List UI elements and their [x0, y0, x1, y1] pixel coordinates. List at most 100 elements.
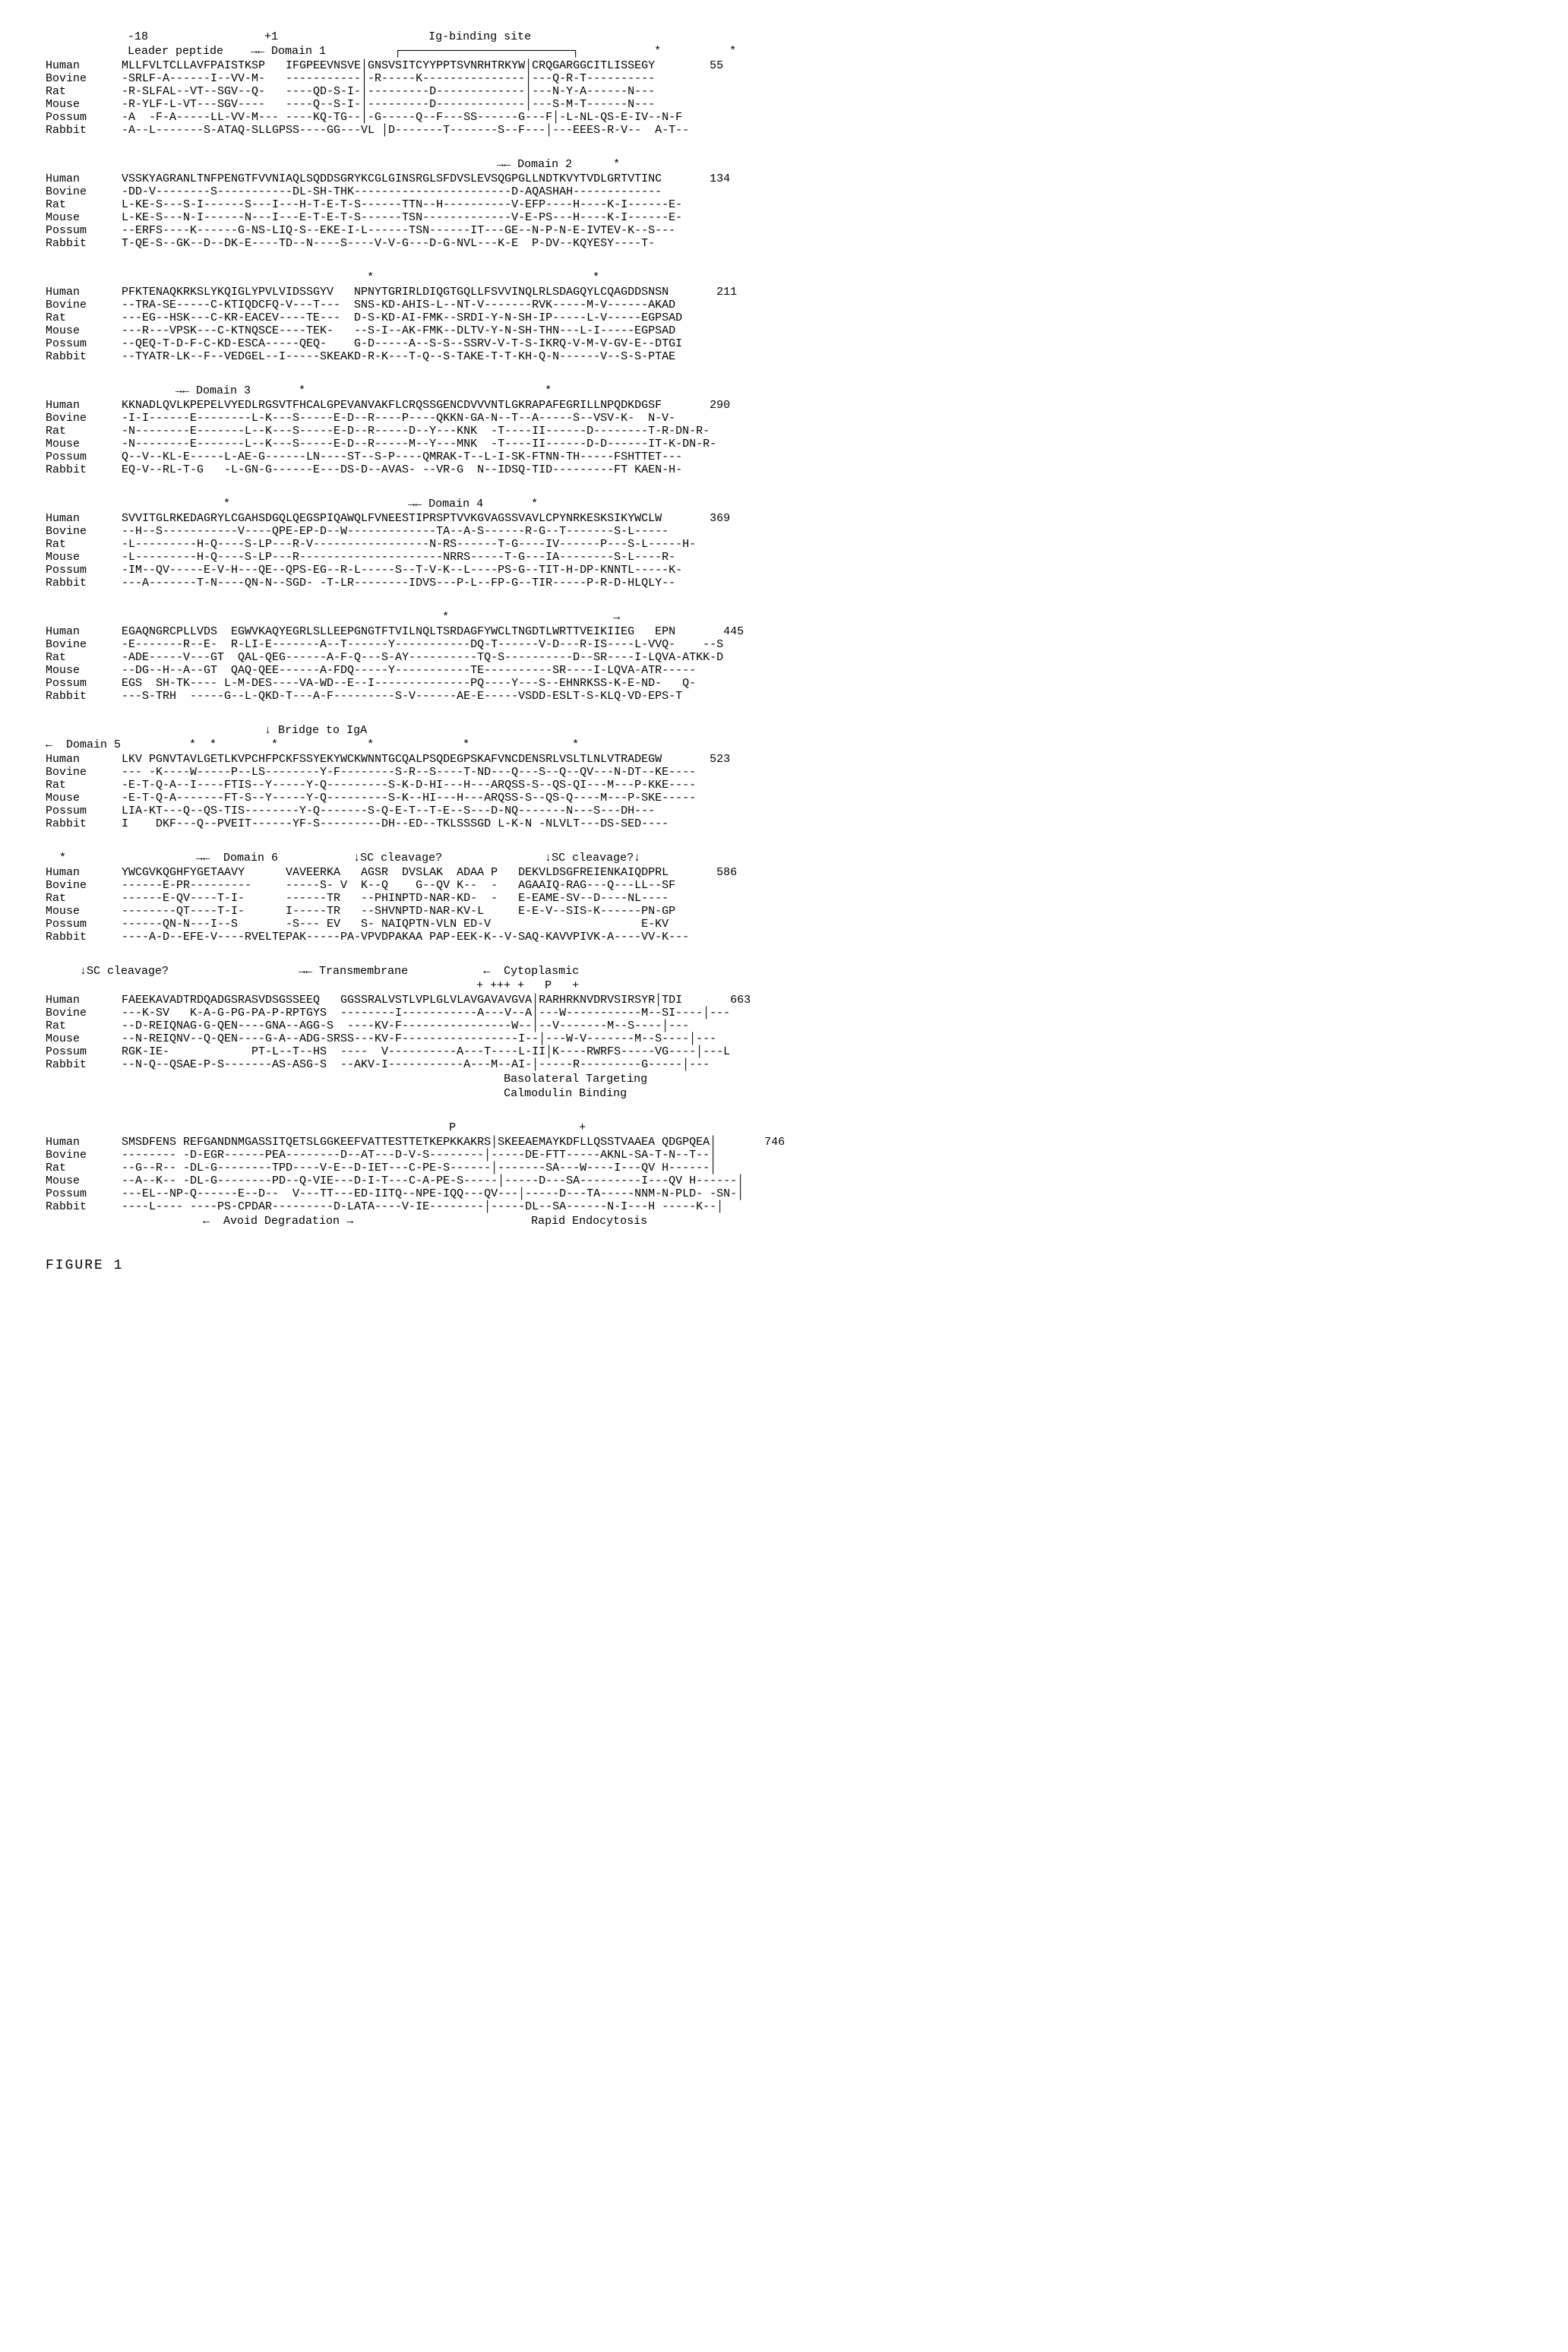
sequence: ----A-D--EFE-V----RVELTEPAK-----PA-VPVDP… — [122, 931, 689, 944]
alignment-block: * →← Domain 4 *HumanSVVITGLRKEDAGRYLCGAH… — [46, 498, 1522, 590]
alignment-row: Bovine-I-I------E--------L-K---S-----E-D… — [46, 412, 1522, 425]
species-label: Possum — [46, 337, 122, 350]
species-label: Rabbit — [46, 1200, 122, 1213]
species-label: Rabbit — [46, 463, 122, 476]
alignment-row: Possum---EL--NP-Q------E--D-- V---TT---E… — [46, 1187, 1522, 1200]
alignment-row: Possum------QN-N---I--S -S--- EV S- NAIQ… — [46, 918, 1522, 931]
sequence: -I-I------E--------L-K---S-----E-D--R---… — [122, 412, 675, 425]
block-header-line: + +++ + P + — [46, 979, 1522, 992]
block-header-line: ↓ Bridge to IgA — [46, 724, 1522, 737]
alignment-row: Bovine-------- -D-EGR------PEA--------D-… — [46, 1149, 1522, 1162]
alignment-row: HumanEGAQNGRCPLLVDS EGWVKAQYEGRLSLLEEPGN… — [46, 625, 1522, 638]
species-label: Bovine — [46, 766, 122, 779]
species-label: Mouse — [46, 1174, 122, 1187]
species-label: Mouse — [46, 1032, 122, 1045]
species-label: Rabbit — [46, 1058, 122, 1071]
block-header-line: Leader peptide →← Domain 1 ┌────────────… — [46, 45, 1522, 58]
alignment-row: Rat---EG--HSK---C-KR-EACEV----TE--- D-S-… — [46, 311, 1522, 324]
species-label: Human — [46, 994, 122, 1007]
alignment-row: Mouse--A--K-- -DL-G--------PD--Q-VIE---D… — [46, 1174, 1522, 1187]
sequence: --G--R-- -DL-G--------TPD----V-E--D-IET-… — [122, 1162, 716, 1174]
species-label: Rat — [46, 425, 122, 438]
sequence: SVVITGLRKEDAGRYLCGAHSDGQLQEGSPIQAWQLFVNE… — [122, 512, 662, 525]
alignment-row: Mouse-L---------H-Q----S-LP---R---------… — [46, 551, 1522, 564]
sequence: --DG--H--A--GT QAQ-QEE------A-FDQ-----Y-… — [122, 664, 696, 677]
block-header-line: * →← Domain 6 ↓SC cleavage? ↓SC cleavage… — [46, 852, 1522, 865]
species-label: Possum — [46, 224, 122, 237]
alignment-row: Rabbit---A-------T-N----QN-N--SGD- -T-LR… — [46, 577, 1522, 590]
species-label: Rat — [46, 311, 122, 324]
species-label: Bovine — [46, 638, 122, 651]
sequence: ----L---- ----PS-CPDAR---------D-LATA---… — [122, 1200, 723, 1213]
alignment-row: HumanMLLFVLTCLLAVFPAISTKSP IFGPEEVNSVE│G… — [46, 59, 1522, 72]
alignment-row: Rabbit--TYATR-LK--F--VEDGEL--I-----SKEAK… — [46, 350, 1522, 363]
species-label: Human — [46, 399, 122, 412]
alignment-row: Mouse-E-T-Q-A-------FT-S--Y-----Y-Q-----… — [46, 792, 1522, 805]
species-label: Rat — [46, 779, 122, 792]
sequence: -N--------E-------L--K---S-----E-D--R---… — [122, 438, 716, 450]
alignment-row: Rat-N--------E-------L--K---S-----E-D--R… — [46, 425, 1522, 438]
sequence: KKNADLQVLKPEPELVYEDLRGSVTFHCALGPEVANVAKF… — [122, 399, 662, 412]
sequence: ---R---VPSK---C-KTNQSCE----TEK- --S-I--A… — [122, 324, 675, 337]
sequence: PFKTENAQKRKSLYKQIGLYPVLVIDSSGYV NPNYTGRI… — [122, 286, 669, 299]
sequence: VSSKYAGRANLTNFPENGTFVVNIAQLSQDDSGRYKCGLG… — [122, 172, 662, 185]
alignment-block: ↓SC cleavage? →← Transmembrane ← Cytopla… — [46, 965, 1522, 1100]
alignment-row: HumanVSSKYAGRANLTNFPENGTFVVNIAQLSQDDSGRY… — [46, 172, 1522, 185]
alignment-block: →← Domain 3 * *HumanKKNADLQVLKPEPELVYEDL… — [46, 384, 1522, 476]
species-label: Bovine — [46, 879, 122, 892]
alignment-row: Bovine--- -K----W-----P--LS--------Y-F--… — [46, 766, 1522, 779]
alignment-row: HumanPFKTENAQKRKSLYKQIGLYPVLVIDSSGYV NPN… — [46, 286, 1522, 299]
alignment-block: P +HumanSMSDFENS REFGANDNMGASSITQETSLGGK… — [46, 1121, 1522, 1228]
sequence: ---S-TRH -----G--L-QKD-T---A-F---------S… — [122, 690, 682, 703]
block-footer-line: ← Avoid Degradation → Rapid Endocytosis — [46, 1215, 1522, 1228]
species-label: Mouse — [46, 324, 122, 337]
species-label: Mouse — [46, 905, 122, 918]
species-label: Rat — [46, 651, 122, 664]
species-label: Possum — [46, 918, 122, 931]
alignment-row: Mouse-R-YLF-L-VT---SGV---- ----Q--S-I-│-… — [46, 98, 1522, 111]
species-label: Human — [46, 59, 122, 72]
sequence: --- -K----W-----P--LS--------Y-F--------… — [122, 766, 696, 779]
sequence: L-KE-S---N-I------N---I---E-T-E-T-S-----… — [122, 211, 682, 224]
alignment-block: * * HumanPFKTENAQKRKSLYKQIGLYPVLVIDSSGYV … — [46, 271, 1522, 363]
species-label: Bovine — [46, 299, 122, 311]
block-footer-line: Basolateral Targeting — [46, 1073, 1522, 1086]
species-label: Bovine — [46, 525, 122, 538]
sequence: MLLFVLTCLLAVFPAISTKSP IFGPEEVNSVE│GNSVSI… — [122, 59, 655, 72]
position-number: 523 — [662, 753, 730, 766]
alignment-block: * →HumanEGAQNGRCPLLVDS EGWVKAQYEGRLSLLEE… — [46, 611, 1522, 703]
alignment-row: Possum--QEQ-T-D-F-C-KD-ESCA-----QEQ- G-D… — [46, 337, 1522, 350]
block-header-line: * * — [46, 271, 1522, 284]
alignment-row: PossumRGK-IE- PT-L--T--HS ---- V--------… — [46, 1045, 1522, 1058]
sequence: ---EL--NP-Q------E--D-- V---TT---ED-IITQ… — [122, 1187, 744, 1200]
alignment-row: PossumLIA-KT---Q--QS-TIS--------Y-Q-----… — [46, 805, 1522, 817]
alignment-row: RabbitI DKF---Q--PVEIT------YF-S--------… — [46, 817, 1522, 830]
position-number: 663 — [682, 994, 751, 1007]
species-label: Human — [46, 1136, 122, 1149]
sequence: -L---------H-Q----S-LP---R--------------… — [122, 551, 675, 564]
species-label: Rabbit — [46, 577, 122, 590]
sequence: -E-------R--E- R-LI-E-------A--T------Y-… — [122, 638, 723, 651]
sequence: ------QN-N---I--S -S--- EV S- NAIQPTN-VL… — [122, 918, 669, 931]
alignment-row: HumanYWCGVKQGHFYGETAAVY VAVEERKA AGSR DV… — [46, 866, 1522, 879]
species-label: Possum — [46, 677, 122, 690]
alignment-row: Bovine--TRA-SE-----C-KTIQDCFQ-V---T--- S… — [46, 299, 1522, 311]
sequence: --H--S-----------V----QPE-EP-D--W-------… — [122, 525, 669, 538]
position-number: 369 — [662, 512, 730, 525]
sequence: LIA-KT---Q--QS-TIS--------Y-Q-------S-Q-… — [122, 805, 655, 817]
alignment-row: HumanSVVITGLRKEDAGRYLCGAHSDGQLQEGSPIQAWQ… — [46, 512, 1522, 525]
sequence: -R-SLFAL--VT--SGV--Q- ----QD-S-I-│------… — [122, 85, 655, 98]
sequence: -E-T-Q-A--I----FTIS--Y-----Y-Q---------S… — [122, 779, 696, 792]
sequence: --N-Q--QSAE-P-S-------AS-ASG-S --AKV-I--… — [122, 1058, 710, 1071]
sequence: L-KE-S---S-I------S---I---H-T-E-T-S-----… — [122, 198, 682, 211]
alignment-row: Bovine------E-PR--------- -----S- V K--Q… — [46, 879, 1522, 892]
species-label: Possum — [46, 1187, 122, 1200]
alignment-row: Rat-E-T-Q-A--I----FTIS--Y-----Y-Q-------… — [46, 779, 1522, 792]
position-number: 445 — [675, 625, 744, 638]
alignment-row: Bovine-DD-V--------S-----------DL-SH-THK… — [46, 185, 1522, 198]
sequence: ---EG--HSK---C-KR-EACEV----TE--- D-S-KD-… — [122, 311, 682, 324]
block-header-line: →← Domain 2 * — [46, 158, 1522, 171]
species-label: Human — [46, 753, 122, 766]
species-label: Possum — [46, 564, 122, 577]
sequence: --D-REIQNAG-G-QEN----GNA--AGG-S ----KV-F… — [122, 1020, 689, 1032]
